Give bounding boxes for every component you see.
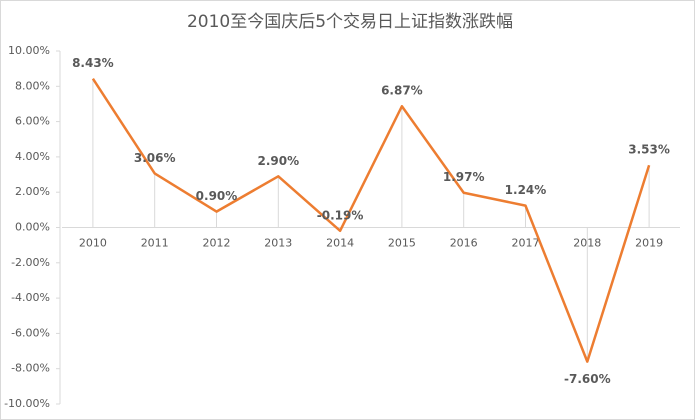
y-tick-label: -8.00%: [11, 362, 50, 375]
y-tick-label: 2.00%: [15, 185, 50, 198]
data-line: [91, 78, 651, 363]
y-tick-label: 0.00%: [15, 221, 50, 234]
data-label: 2.90%: [257, 154, 299, 168]
x-tick-label: 2011: [141, 237, 169, 250]
x-tick-label: 2015: [388, 237, 416, 250]
x-tick-label: 2013: [264, 237, 292, 250]
y-tick-label: 8.00%: [15, 79, 50, 92]
data-label: 0.90%: [196, 189, 238, 203]
data-label: -7.60%: [564, 372, 611, 386]
y-tick-label: 4.00%: [15, 150, 50, 163]
x-tick-label: 2014: [326, 237, 354, 250]
data-label: 8.43%: [72, 56, 114, 70]
y-tick-label: 10.00%: [8, 44, 50, 57]
data-label: 3.53%: [628, 143, 670, 157]
x-tick-label: 2019: [635, 237, 663, 250]
chart-title: 2010至今国庆后5个交易日上证指数涨跌幅: [187, 12, 513, 32]
y-tick-label: -4.00%: [11, 291, 50, 304]
data-label: 1.24%: [505, 183, 547, 197]
data-label: -0.19%: [317, 208, 364, 222]
data-label: 6.87%: [381, 84, 423, 98]
data-label: 1.97%: [443, 170, 485, 184]
x-tick-label: 2017: [512, 237, 540, 250]
data-label: 3.06%: [134, 151, 176, 165]
x-tick-label: 2012: [203, 237, 231, 250]
x-tick-label: 2010: [79, 237, 107, 250]
y-tick-label: -2.00%: [11, 256, 50, 269]
y-tick-label: 6.00%: [15, 115, 50, 128]
y-tick-label: -10.00%: [4, 397, 50, 410]
x-tick-label: 2016: [450, 237, 478, 250]
y-tick-label: -6.00%: [11, 326, 50, 339]
